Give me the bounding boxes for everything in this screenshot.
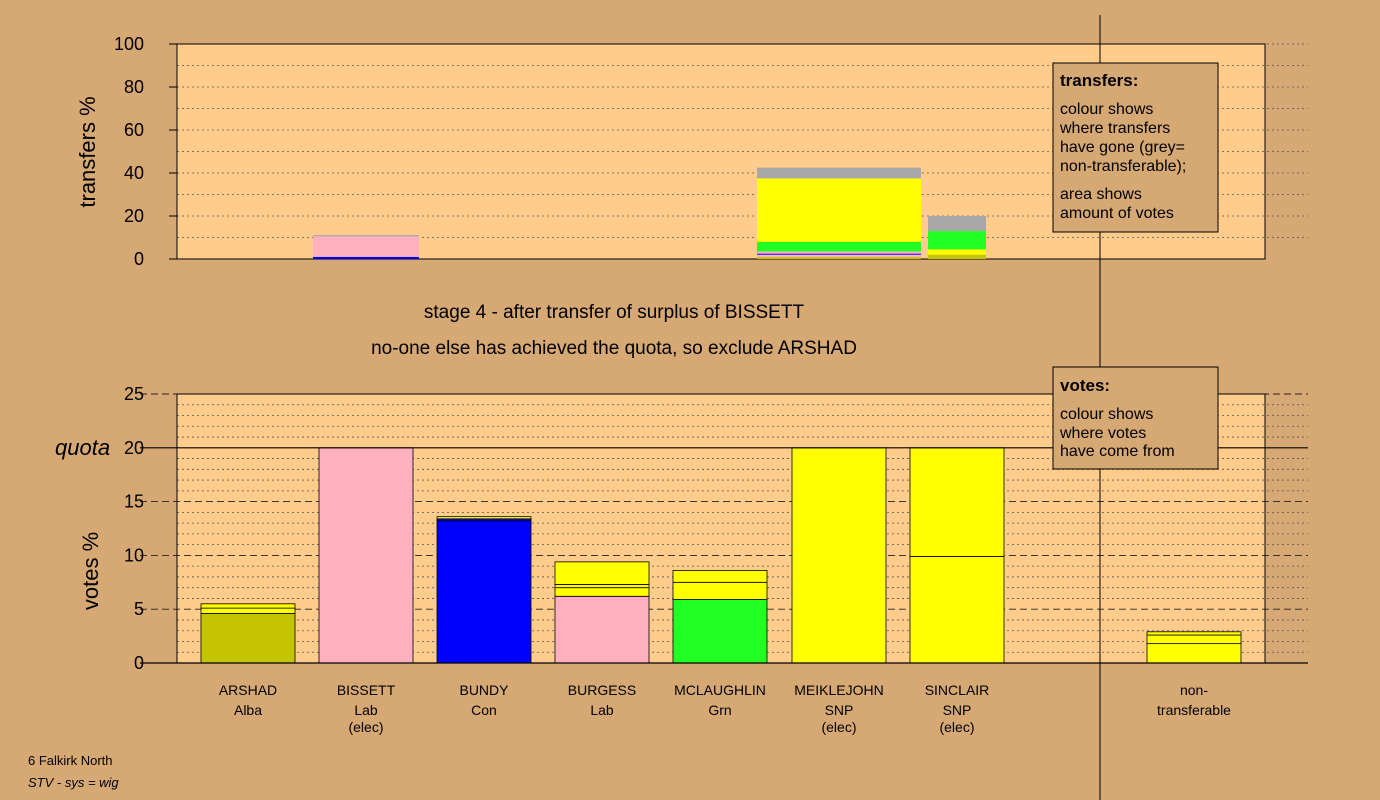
candidate-name: BUNDY <box>459 682 509 698</box>
candidate-party: SNP <box>825 702 854 718</box>
votes-y-axis-title: votes % <box>78 532 103 610</box>
stage-line-1: stage 4 - after transfer of surplus of B… <box>424 302 805 323</box>
candidate-name: BISSETT <box>337 682 396 698</box>
vote-segment <box>1146 634 1242 645</box>
transfers-legend-line: amount of votes <box>1060 205 1174 222</box>
votes-tick-label: 5 <box>134 599 144 619</box>
votes-legend-line: have come from <box>1060 443 1175 460</box>
transfers-tick-label: 20 <box>124 206 144 226</box>
transfer-segment <box>757 167 921 179</box>
vote-segment <box>554 587 650 597</box>
vote-segment <box>200 603 296 609</box>
vote-segment <box>909 556 1005 664</box>
votes-legend-title: votes: <box>1060 376 1110 395</box>
votes-legend-line: colour shows <box>1060 406 1153 423</box>
candidate-status: (elec) <box>821 719 856 735</box>
vote-segment <box>200 607 296 614</box>
transfer-segment <box>757 251 921 254</box>
candidate-name: non- <box>1180 682 1208 698</box>
transfers-legend-box: transfers: colour shows where transfers … <box>1052 62 1219 233</box>
vote-segment <box>554 595 650 664</box>
transfers-tick-label: 100 <box>114 34 144 54</box>
candidate-party: Lab <box>590 702 614 718</box>
candidate-party: Lab <box>354 702 378 718</box>
quota-label: quota <box>55 435 110 460</box>
transfers-legend-line: where transfers <box>1059 120 1170 137</box>
transfer-segment <box>757 178 921 242</box>
transfers-plot-frame <box>176 43 1266 260</box>
candidate-status: (elec) <box>939 719 974 735</box>
candidate-party: transferable <box>1157 702 1231 718</box>
vote-segment <box>554 584 650 589</box>
candidate-party: Grn <box>708 702 731 718</box>
vote-segment <box>791 447 887 664</box>
candidate-name: MCLAUGHLIN <box>674 682 766 698</box>
vote-segment <box>318 447 414 664</box>
candidate-name: SINCLAIR <box>925 682 990 698</box>
votes-legend-line: where votes <box>1059 425 1146 442</box>
transfer-segment <box>928 249 986 255</box>
transfers-legend-line: non-transferable); <box>1060 158 1186 175</box>
votes-tick-label: 0 <box>134 653 144 673</box>
candidate-name: ARSHAD <box>219 682 277 698</box>
transfer-segment <box>928 254 986 259</box>
stage-line-2: no-one else has achieved the quota, so e… <box>371 338 857 359</box>
transfers-legend-line: area shows <box>1060 186 1142 203</box>
transfer-segment <box>757 254 921 257</box>
transfers-tick-label: 40 <box>124 163 144 183</box>
vote-segment <box>1146 643 1242 664</box>
footer-constituency: 6 Falkirk North <box>28 753 113 768</box>
votes-tick-label: 15 <box>124 492 144 512</box>
votes-tick-label: 10 <box>124 545 144 565</box>
votes-legend-box: votes: colour shows where votes have com… <box>1052 366 1219 470</box>
candidate-status: (elec) <box>348 719 383 735</box>
candidate-party: Con <box>471 702 497 718</box>
transfers-tick-label: 60 <box>124 120 144 140</box>
transfer-segment <box>313 256 419 259</box>
vote-segment <box>436 520 532 664</box>
transfer-segment <box>313 236 419 257</box>
transfers-tick-label: 80 <box>124 77 144 97</box>
transfers-legend-line: colour shows <box>1060 101 1153 118</box>
candidate-party: Alba <box>234 702 262 718</box>
vote-segment <box>672 581 768 600</box>
vote-segment <box>554 561 650 585</box>
vote-segment <box>672 599 768 664</box>
vote-segment <box>1146 631 1242 636</box>
candidate-name: BURGESS <box>568 682 636 698</box>
transfer-segment <box>928 231 986 250</box>
vote-segment <box>672 570 768 583</box>
transfers-y-axis-title: transfers % <box>75 96 100 207</box>
candidate-name: MEIKLEJOHN <box>794 682 883 698</box>
transfer-segment <box>928 216 986 232</box>
transfers-tick-label: 0 <box>134 249 144 269</box>
transfers-legend-title: transfers: <box>1060 71 1138 90</box>
votes-tick-label: 25 <box>124 384 144 404</box>
transfer-segment <box>757 241 921 252</box>
footer-system: STV - sys = wig <box>28 775 119 790</box>
vote-segment <box>436 516 532 520</box>
transfer-segment <box>313 235 419 237</box>
transfers-legend-line: have gone (grey= <box>1060 139 1185 156</box>
votes-tick-label: 20 <box>124 438 144 458</box>
vote-segment <box>200 613 296 664</box>
candidate-party: SNP <box>943 702 972 718</box>
transfer-segment <box>757 253 921 255</box>
vote-segment <box>909 447 1005 557</box>
transfer-segment <box>757 256 921 259</box>
